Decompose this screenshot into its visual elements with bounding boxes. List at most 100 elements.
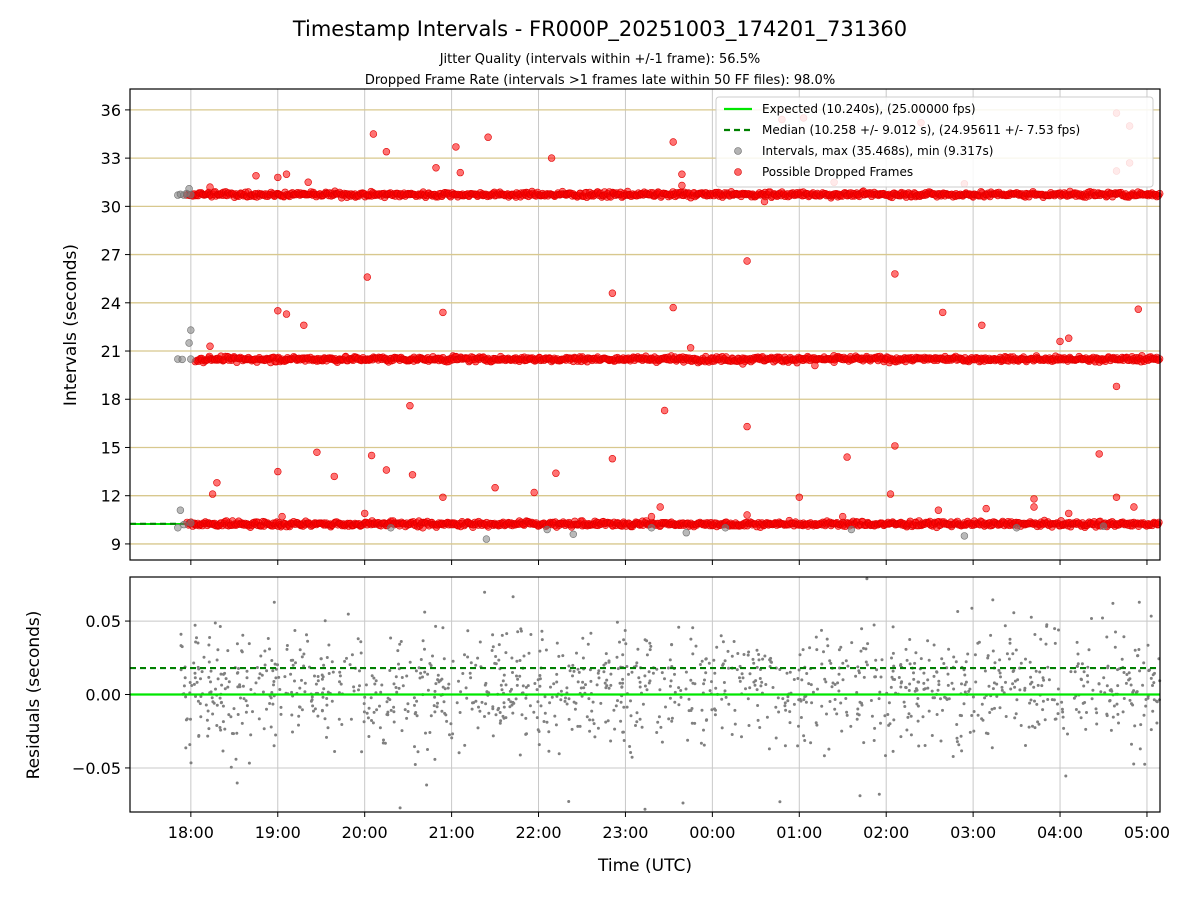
dropped-frame-outlier [206,183,214,191]
interval-gray-point [185,185,193,193]
residual-point [796,744,800,748]
residual-point [591,718,595,722]
residual-point [419,671,423,675]
residual-point [609,683,613,687]
residual-point [188,681,192,684]
residual-point [974,680,978,684]
residual-point [547,749,551,753]
residual-point [741,676,745,680]
residual-point [1036,683,1040,687]
residual-point [576,724,580,728]
intervals-y-tick-label: 9 [111,535,121,554]
residual-point [516,677,520,681]
legend-box [715,96,1154,188]
residual-point [306,639,310,643]
residual-point [429,714,433,718]
residual-point [774,736,778,740]
x-tick-label: 05:00 [1124,823,1170,842]
residual-point [230,732,234,735]
residual-point [909,714,913,718]
residual-point [568,669,572,673]
residual-point [857,671,861,675]
residual-point [571,663,575,667]
residual-point [839,645,843,649]
residual-point [648,641,652,645]
residual-point [956,610,960,613]
residual-point [810,701,814,705]
dropped-frame-outlier [891,270,899,278]
residual-point [755,665,759,669]
residual-point [740,672,744,676]
x-axis-label: Time (UTC) [597,856,692,876]
residual-point [822,650,825,654]
residual-point [386,710,390,714]
residual-point [993,661,997,665]
residual-point [976,713,980,717]
residual-point [986,654,990,658]
residual-point [378,704,381,708]
residual-point [194,695,197,698]
residual-point [621,681,625,685]
residual-point [291,663,295,667]
residual-point [548,701,552,705]
residual-point [930,689,934,693]
residual-point [524,685,528,689]
residual-point [619,700,623,704]
residual-point [800,678,804,682]
residual-point [581,656,585,660]
residual-point [338,680,341,684]
residual-point [432,704,436,708]
residual-point [421,675,424,679]
residual-point [940,657,944,661]
residual-point [814,721,818,725]
residual-point [1115,702,1119,706]
residual-point [937,679,941,683]
residual-point [183,676,187,680]
residual-point [604,720,608,724]
residual-point [366,716,370,720]
residual-point [796,677,800,680]
residual-point [310,698,314,702]
residual-point [448,733,451,737]
residual-point [908,662,912,666]
residual-point [510,656,514,660]
residual-point [816,687,819,691]
residual-point [491,705,495,709]
residual-point [251,710,254,714]
residual-point [906,715,910,719]
residual-point [487,711,491,715]
dropped-frame-outlier [452,143,460,151]
residual-point [499,719,503,723]
residual-point [521,684,525,688]
residual-point [565,702,569,706]
residual-point [564,696,567,700]
residual-point [524,732,528,736]
residual-point [389,708,393,712]
residual-point [500,633,504,637]
residual-point [919,657,923,661]
residual-point [291,730,294,734]
residual-point [643,807,647,811]
residual-point [727,702,731,706]
residual-point [722,681,726,684]
residual-point [841,678,845,682]
residual-point [917,680,921,684]
residual-point [263,649,267,653]
residual-point [841,661,845,665]
residual-point [638,717,642,721]
residual-point [845,713,849,717]
residual-point [970,606,974,610]
residual-point [195,636,198,640]
residual-point [565,686,569,690]
residual-point [547,730,551,734]
residual-point [184,718,188,722]
residual-point [1062,726,1066,730]
residual-point [837,648,841,652]
residual-point [223,687,227,691]
residual-point [926,639,930,643]
residual-point [200,670,204,674]
residual-point [465,696,469,700]
residual-point [1116,712,1120,716]
residual-point [597,669,601,673]
dropped-frame-outlier [300,321,308,329]
